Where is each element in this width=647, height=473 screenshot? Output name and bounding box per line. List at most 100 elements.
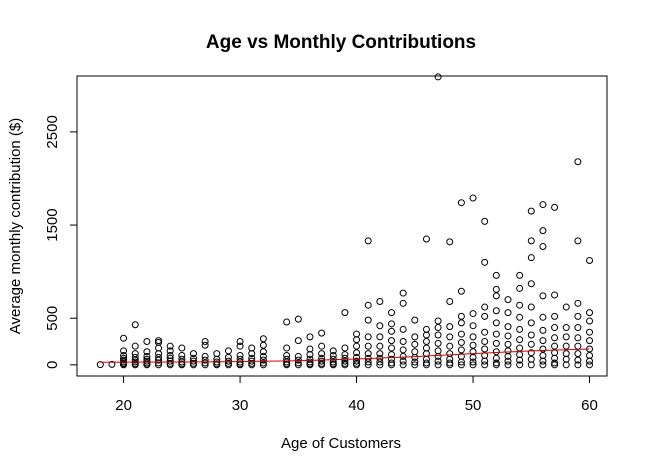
data-point (504, 309, 512, 317)
data-point (434, 361, 442, 369)
data-point (388, 327, 396, 335)
data-point (446, 238, 454, 246)
data-point (399, 325, 407, 333)
data-point (504, 357, 512, 365)
data-point (120, 352, 128, 360)
data-point (318, 357, 326, 365)
data-point (155, 337, 163, 345)
data-point (586, 361, 594, 369)
data-point (364, 350, 372, 358)
data-point (446, 323, 454, 331)
data-point (341, 357, 349, 365)
data-point (469, 322, 477, 330)
data-point (189, 350, 197, 358)
data-point (388, 337, 396, 345)
data-point (224, 357, 232, 365)
data-point (155, 359, 163, 367)
data-point (516, 361, 524, 369)
data-point (527, 349, 535, 357)
data-point (516, 325, 524, 333)
data-point (481, 338, 489, 346)
data-point (166, 354, 174, 362)
data-point (481, 357, 489, 365)
data-point (224, 347, 232, 355)
data-point (562, 324, 570, 332)
data-point (492, 285, 500, 293)
data-point (434, 339, 442, 347)
data-point (504, 323, 512, 331)
trend-line (100, 348, 590, 363)
data-point (586, 337, 594, 345)
data-point (294, 352, 302, 360)
data-point (586, 357, 594, 365)
data-point (283, 318, 291, 326)
data-point (527, 237, 535, 245)
data-point (259, 335, 267, 343)
data-point (306, 333, 314, 341)
data-point (422, 235, 430, 243)
data-point (131, 353, 139, 361)
data-point (376, 358, 384, 366)
data-point (364, 361, 372, 369)
data-point (469, 310, 477, 318)
data-point (364, 237, 372, 245)
data-point (492, 319, 500, 327)
data-point (166, 347, 174, 355)
data-point (551, 342, 559, 350)
data-point (388, 359, 396, 367)
data-point (411, 333, 419, 341)
data-point (411, 358, 419, 366)
data-point (457, 312, 465, 320)
data-point (539, 361, 547, 369)
data-point (434, 357, 442, 365)
data-point (259, 361, 267, 369)
data-point (551, 354, 559, 362)
data-point (364, 342, 372, 350)
data-point (236, 342, 244, 350)
data-point (411, 340, 419, 348)
data-point (399, 289, 407, 297)
x-tick-label: 20 (115, 397, 132, 414)
data-point (259, 356, 267, 364)
data-point (539, 357, 547, 365)
data-point (399, 299, 407, 307)
data-point (259, 341, 267, 349)
data-point (143, 357, 151, 365)
data-point (551, 312, 559, 320)
x-tick-label: 60 (581, 397, 598, 414)
data-point (318, 361, 326, 369)
data-point (341, 361, 349, 369)
data-point (516, 271, 524, 279)
chart-title: Age vs Monthly Contributions (206, 32, 476, 53)
data-point (131, 321, 139, 329)
data-point (469, 333, 477, 341)
data-point (434, 73, 442, 81)
data-point (586, 328, 594, 336)
data-point (376, 297, 384, 305)
data-point (574, 237, 582, 245)
data-point (96, 361, 104, 369)
data-point (516, 313, 524, 321)
data-point (364, 316, 372, 324)
data-point (318, 350, 326, 358)
data-point (318, 354, 326, 362)
data-point (399, 361, 407, 369)
y-tick-label: 0 (44, 361, 61, 369)
data-point (306, 358, 314, 366)
data-point (120, 347, 128, 355)
data-point (504, 361, 512, 369)
data-point (504, 352, 512, 360)
data-point (539, 201, 547, 209)
data-point (143, 352, 151, 360)
data-point (329, 347, 337, 355)
data-point (283, 344, 291, 352)
data-point (399, 346, 407, 354)
data-point (539, 292, 547, 300)
data-point (201, 356, 209, 364)
data-point (376, 342, 384, 350)
data-point (422, 338, 430, 346)
y-tick-label: 2500 (44, 115, 61, 148)
data-point (457, 319, 465, 327)
data-point (166, 357, 174, 365)
data-point (481, 312, 489, 320)
